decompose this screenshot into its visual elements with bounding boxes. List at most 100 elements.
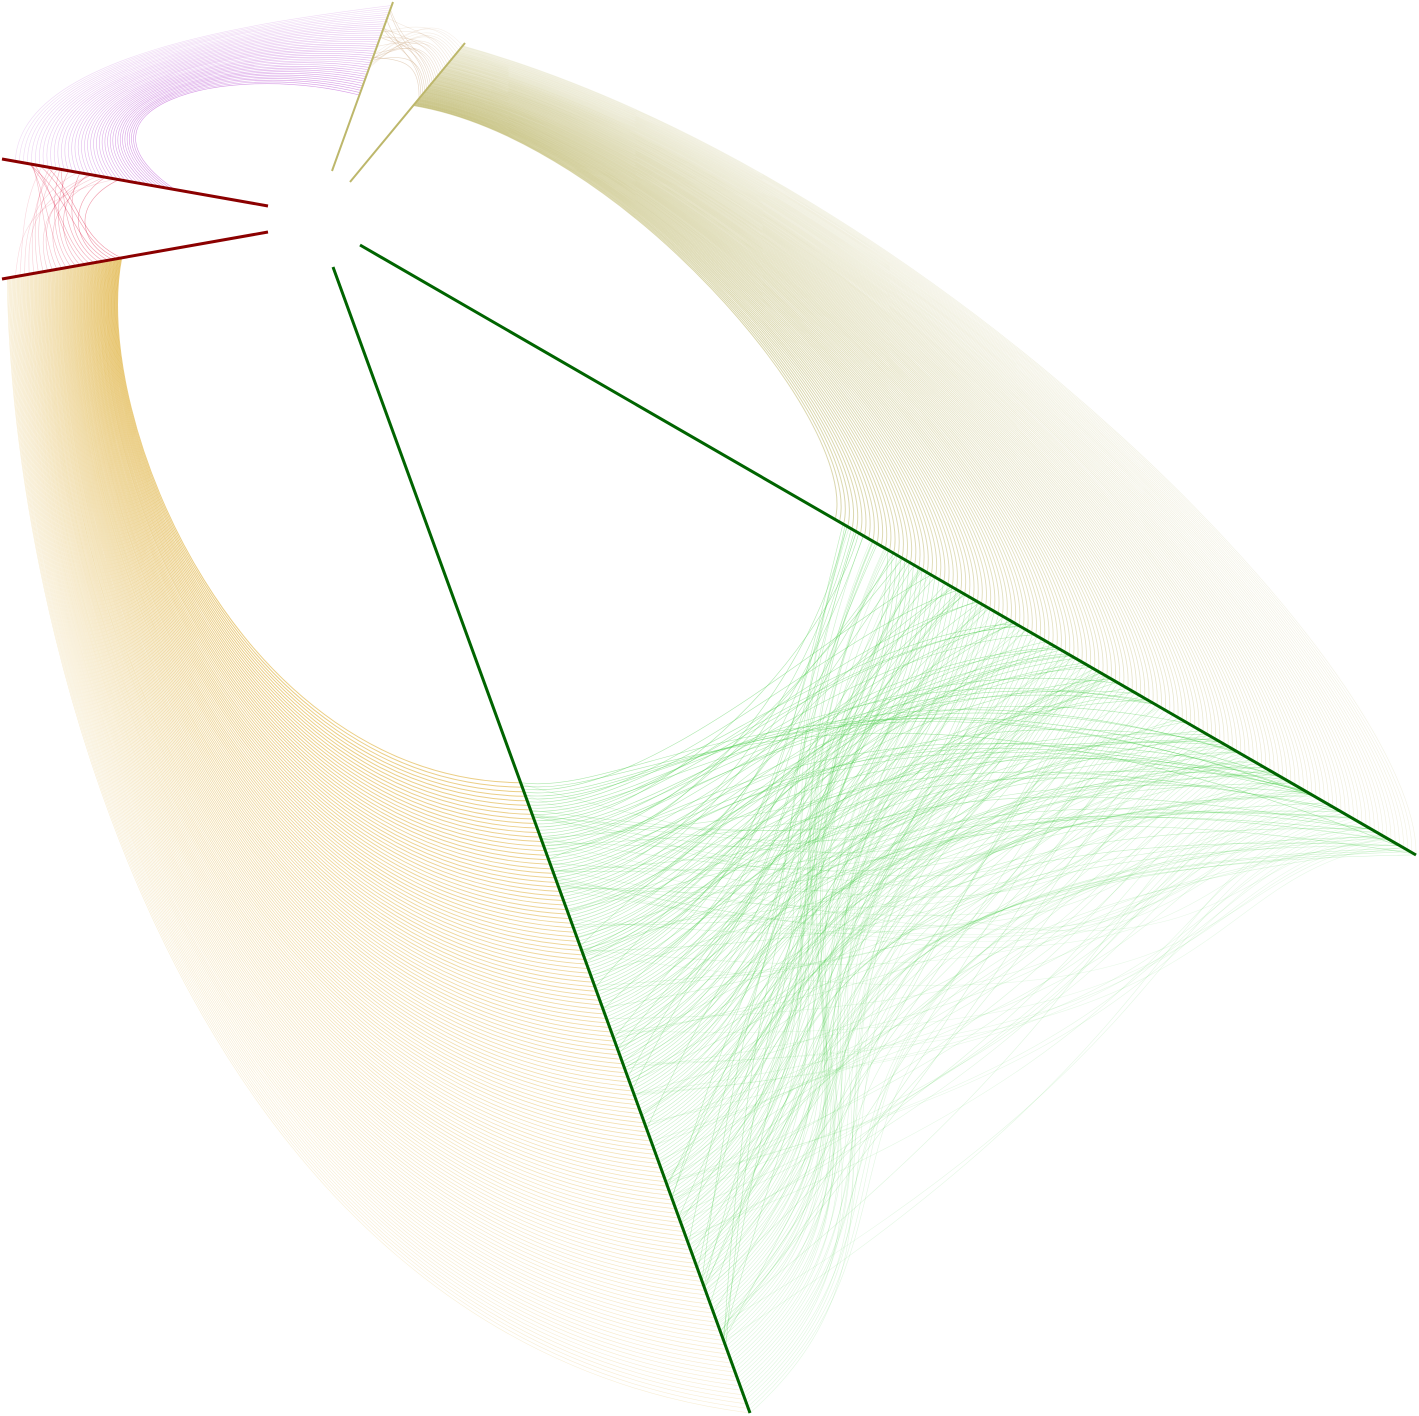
edge-light-green-bundle bbox=[725, 559, 906, 1347]
edge-light-green-bundle bbox=[621, 811, 1352, 1062]
edge-goldenrod-bundle bbox=[17, 276, 729, 1355]
edge-light-green-bundle bbox=[734, 607, 989, 1373]
edge-orchid-bundle bbox=[93, 53, 374, 178]
edge-light-green-bundle bbox=[545, 647, 1058, 853]
edge-light-green-bundle bbox=[701, 616, 1004, 1281]
edge-light-green-bundle bbox=[708, 740, 1219, 1300]
edge-goldenrod-bundle bbox=[52, 269, 658, 1160]
edge-light-green-bundle bbox=[567, 609, 991, 912]
edge-light-green-bundle bbox=[610, 837, 1387, 1033]
edge-goldenrod-bundle bbox=[57, 268, 648, 1133]
edge-olive-bundle bbox=[437, 75, 1125, 687]
edge-tan-bundle bbox=[370, 42, 446, 67]
edge-olive-bundle bbox=[420, 96, 921, 568]
edge-light-green-bundle bbox=[731, 562, 910, 1363]
edge-tan-bundle bbox=[369, 36, 454, 67]
edge-goldenrod-bundle bbox=[50, 270, 661, 1169]
edge-light-green-bundle bbox=[680, 781, 1289, 1223]
edge-light-green-bundle bbox=[703, 640, 1046, 1287]
edge-olive-bundle bbox=[432, 81, 1066, 653]
edge-goldenrod-bundle bbox=[64, 267, 633, 1092]
edge-light-green-bundle bbox=[618, 604, 982, 1054]
edge-goldenrod-bundle bbox=[8, 277, 747, 1405]
edge-light-green-bundle bbox=[713, 672, 1102, 1313]
edge-olive-bundle bbox=[458, 50, 1367, 827]
edge-light-green-bundle bbox=[643, 771, 1272, 1122]
edge-light-green-bundle bbox=[688, 604, 984, 1246]
edge-orchid-bundle bbox=[42, 21, 387, 167]
edge-olive-bundle bbox=[427, 88, 1000, 614]
edge-light-green-bundle bbox=[524, 721, 1311, 795]
edge-light-green-bundle bbox=[554, 743, 1277, 875]
edge-light-green-bundle bbox=[633, 830, 1374, 1095]
edge-light-green-bundle bbox=[598, 622, 1014, 999]
edge-orchid-bundle bbox=[35, 16, 388, 166]
edge-light-green-bundle bbox=[613, 729, 1200, 1039]
edge-light-green-bundle bbox=[652, 758, 1251, 1147]
axis-khaki-right bbox=[349, 42, 466, 183]
edge-goldenrod-bundle bbox=[19, 275, 726, 1346]
edge-crimson-bundle bbox=[38, 168, 58, 272]
edge-light-green-bundle bbox=[671, 763, 1259, 1197]
edge-goldenrod-bundle bbox=[23, 275, 718, 1323]
edge-olive-bundle bbox=[446, 64, 1233, 749]
edge-light-green-bundle bbox=[718, 817, 1353, 1326]
edge-light-green-bundle bbox=[549, 648, 1060, 863]
edge-light-green-bundle bbox=[716, 695, 1141, 1322]
edge-light-green-bundle bbox=[720, 697, 1144, 1333]
edge-goldenrod-bundle bbox=[25, 274, 713, 1310]
edge-goldenrod-bundle bbox=[77, 265, 605, 1015]
edge-goldenrod-bundle bbox=[37, 272, 690, 1246]
edge-goldenrod-bundle bbox=[111, 258, 534, 820]
edge-olive-bundle bbox=[436, 76, 1112, 679]
edge-olive-bundle bbox=[425, 90, 979, 602]
edge-light-green-bundle bbox=[521, 733, 1406, 850]
edge-light-green-bundle bbox=[590, 576, 936, 977]
edge-olive-bundle bbox=[449, 61, 1262, 766]
edge-goldenrod-bundle bbox=[61, 268, 640, 1110]
edge-crimson-bundle bbox=[19, 165, 43, 276]
edge-goldenrod-bundle bbox=[81, 264, 597, 992]
edge-light-green-bundle bbox=[554, 805, 1332, 938]
edge-olive-bundle bbox=[422, 93, 950, 585]
edge-goldenrod-bundle bbox=[117, 257, 521, 784]
edge-light-green-bundle bbox=[721, 552, 893, 1335]
edge-light-green-bundle bbox=[710, 605, 985, 1306]
edge-light-green-bundle bbox=[635, 592, 962, 1100]
edge-light-green-bundle bbox=[617, 665, 1089, 1049]
edge-light-green-bundle bbox=[673, 586, 952, 1205]
edge-light-green-bundle bbox=[711, 629, 1027, 1309]
edge-crimson-bundle bbox=[77, 176, 106, 262]
edge-light-green-bundle bbox=[595, 646, 1055, 989]
edge-light-green-bundle bbox=[581, 795, 1315, 965]
edge-goldenrod-bundle bbox=[49, 270, 665, 1178]
edge-olive-bundle bbox=[424, 90, 975, 600]
edge-olive-bundle bbox=[432, 82, 1058, 648]
edge-goldenrod-bundle bbox=[114, 258, 526, 797]
edge-light-green-bundle bbox=[700, 625, 1020, 1278]
edge-goldenrod-bundle bbox=[66, 267, 630, 1083]
edge-goldenrod-bundle bbox=[104, 260, 549, 861]
edge-light-green-bundle bbox=[602, 586, 953, 1010]
edge-light-green-bundle bbox=[575, 777, 1336, 935]
edge-light-green-bundle bbox=[671, 793, 1310, 1200]
edge-olive-bundle bbox=[460, 48, 1392, 841]
edge-olive-bundle bbox=[417, 99, 892, 551]
edge-tan-bundle bbox=[383, 27, 441, 74]
edge-light-green-bundle bbox=[559, 776, 1281, 927]
edge-orchid-bundle bbox=[15, 5, 392, 162]
edge-light-green-bundle bbox=[687, 783, 1293, 1241]
edge-goldenrod-bundle bbox=[22, 275, 719, 1328]
edge-light-green-bundle bbox=[636, 810, 1342, 1103]
edge-goldenrod-bundle bbox=[38, 272, 688, 1242]
edge-tan-bundle bbox=[389, 11, 427, 90]
edge-light-green-bundle bbox=[685, 847, 1405, 1236]
edge-olive-bundle bbox=[413, 105, 838, 520]
edge-olive-bundle bbox=[430, 84, 1041, 638]
edge-light-green-bundle bbox=[535, 533, 860, 825]
edge-goldenrod-bundle bbox=[69, 266, 622, 1060]
edge-goldenrod-bundle bbox=[58, 268, 647, 1128]
edge-olive-bundle bbox=[421, 95, 933, 576]
edge-light-green-bundle bbox=[613, 579, 940, 1039]
edge-light-green-bundle bbox=[543, 558, 904, 847]
